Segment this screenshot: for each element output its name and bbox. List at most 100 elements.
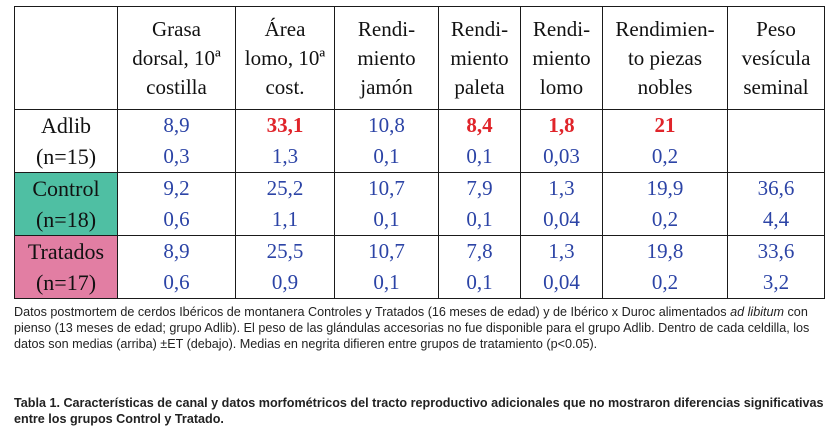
error-value: 0,2	[651, 207, 679, 231]
group-label-tratados: Tratados (n=17)	[14, 235, 118, 299]
caption-text-2: con pienso (13 meses de edad; grupo Adli…	[14, 305, 810, 351]
cell-grasa-dorsal: 8,9 0,6	[117, 235, 236, 299]
error-value	[728, 141, 824, 172]
cell-rendimiento-jamon: 10,7 0,1	[334, 235, 439, 299]
caption-italic: ad libitum	[730, 305, 785, 319]
column-header-rendimiento-lomo: Rendi- miento lomo	[520, 6, 603, 110]
header-line: lomo	[539, 74, 584, 99]
column-header-rendimiento-jamon: Rendi- miento jamón	[334, 6, 439, 110]
error-value: 0,03	[543, 144, 580, 168]
cell-rendimiento-paleta: 7,9 0,1	[438, 172, 521, 236]
header-line: Área	[264, 16, 306, 41]
header-line: jamón	[360, 74, 413, 99]
mean-value: 7,8	[466, 239, 493, 263]
column-header-grasa-dorsal: Grasa dorsal, 10ª costilla	[117, 6, 236, 110]
error-value: 0,1	[466, 144, 493, 168]
cell-grasa-dorsal: 8,9 0,3	[117, 109, 236, 173]
cell-rendimiento-paleta: 7,8 0,1	[438, 235, 521, 299]
group-name: Control	[32, 176, 100, 201]
header-line: miento	[450, 45, 509, 70]
error-value: 0,9	[271, 270, 299, 294]
mean-value: 33,1	[266, 113, 304, 137]
cell-rendimiento-jamon: 10,7 0,1	[334, 172, 439, 236]
caption-text-1: Datos postmortem de cerdos Ibéricos de m…	[14, 305, 731, 319]
header-line: Rendimien-	[615, 16, 715, 41]
cell-rendimiento-piezas-nobles: 19,8 0,2	[602, 235, 728, 299]
cell-rendimiento-lomo: 1,8 0,03	[520, 109, 603, 173]
header-row: Grasa dorsal, 10ª costilla Área lomo, 10…	[14, 6, 825, 110]
error-value: 0,1	[373, 207, 400, 231]
error-value: 0,3	[163, 144, 190, 168]
header-line: costilla	[146, 74, 207, 99]
cell-peso-vesicula: 36,6 4,4	[727, 172, 825, 236]
mean-value: 1,3	[548, 176, 575, 200]
error-value: 0,6	[163, 270, 190, 294]
mean-value: 36,6	[757, 176, 795, 200]
mean-value: 1,3	[548, 239, 575, 263]
table-row: Control (n=18) 9,2 0,6 25,2 1,1 10,7 0,1 7,9 0,1 1…	[14, 172, 825, 236]
error-value: 1,1	[271, 207, 299, 231]
mean-value: 33,6	[757, 239, 795, 263]
group-n: (n=15)	[35, 144, 97, 169]
cell-rendimiento-piezas-nobles: 21 0,2	[602, 109, 728, 173]
header-line: to piezas	[627, 45, 703, 70]
header-line: cost.	[265, 74, 305, 99]
cell-rendimiento-paleta: 8,4 0,1	[438, 109, 521, 173]
corner-cell	[14, 6, 118, 110]
mean-value: 19,8	[646, 239, 684, 263]
mean-value: 25,5	[266, 239, 304, 263]
mean-value: 19,9	[646, 176, 684, 200]
header-line: Grasa	[152, 16, 201, 41]
header-line: dorsal, 10ª	[132, 45, 221, 70]
error-value: 0,1	[373, 144, 400, 168]
mean-value: 8,9	[163, 113, 190, 137]
results-table: Grasa dorsal, 10ª costilla Área lomo, 10…	[14, 6, 825, 299]
mean-value: 7,9	[466, 176, 493, 200]
group-label-control: Control (n=18)	[14, 172, 118, 236]
group-n: (n=18)	[35, 207, 97, 232]
group-name: Adlib	[40, 113, 92, 138]
table-row: Tratados (n=17) 8,9 0,6 25,5 0,9 10,7 0,1 7,8 0,1…	[14, 235, 825, 299]
error-value: 0,6	[163, 207, 190, 231]
mean-value: 10,8	[368, 113, 405, 137]
column-header-area-lomo: Área lomo, 10ª cost.	[235, 6, 335, 110]
mean-value: 10,7	[368, 239, 405, 263]
cell-rendimiento-lomo: 1,3 0,04	[520, 172, 603, 236]
error-value: 0,1	[466, 270, 493, 294]
cell-peso-vesicula	[727, 109, 825, 173]
column-header-rendimiento-piezas-nobles: Rendimien- to piezas nobles	[602, 6, 728, 110]
mean-value: 10,7	[368, 176, 405, 200]
mean-value: 8,9	[163, 239, 190, 263]
header-line: lomo, 10ª	[244, 45, 326, 70]
cell-area-lomo: 25,2 1,1	[235, 172, 335, 236]
table-title: Tabla 1. Características de canal y dato…	[14, 396, 824, 426]
cell-area-lomo: 33,1 1,3	[235, 109, 335, 173]
header-line: Peso	[756, 16, 796, 41]
table-caption: Datos postmortem de cerdos Ibéricos de m…	[14, 305, 826, 352]
table-row: Adlib (n=15) 8,9 0,3 33,1 1,3 10,8 0,1 8,4 0,1 1,8…	[14, 109, 825, 173]
column-header-peso-vesicula: Peso vesícula seminal	[727, 6, 825, 110]
error-value: 0,2	[651, 144, 679, 168]
error-value: 3,2	[762, 270, 790, 294]
error-value: 1,3	[271, 144, 299, 168]
header-line: nobles	[637, 74, 693, 99]
error-value: 4,4	[762, 207, 790, 231]
header-line: Rendi-	[450, 16, 509, 41]
cell-rendimiento-piezas-nobles: 19,9 0,2	[602, 172, 728, 236]
header-line: paleta	[454, 74, 505, 99]
cell-grasa-dorsal: 9,2 0,6	[117, 172, 236, 236]
header-line: vesícula	[741, 45, 811, 70]
cell-rendimiento-lomo: 1,3 0,04	[520, 235, 603, 299]
mean-value	[728, 110, 824, 141]
error-value: 0,1	[373, 270, 400, 294]
error-value: 0,1	[466, 207, 493, 231]
error-value: 0,04	[543, 207, 580, 231]
mean-value: 21	[654, 113, 676, 137]
group-label-adlib: Adlib (n=15)	[14, 109, 118, 173]
cell-area-lomo: 25,5 0,9	[235, 235, 335, 299]
header-line: Rendi-	[357, 16, 416, 41]
header-line: miento	[357, 45, 416, 70]
error-value: 0,04	[543, 270, 580, 294]
mean-value: 9,2	[163, 176, 190, 200]
error-value: 0,2	[651, 270, 679, 294]
